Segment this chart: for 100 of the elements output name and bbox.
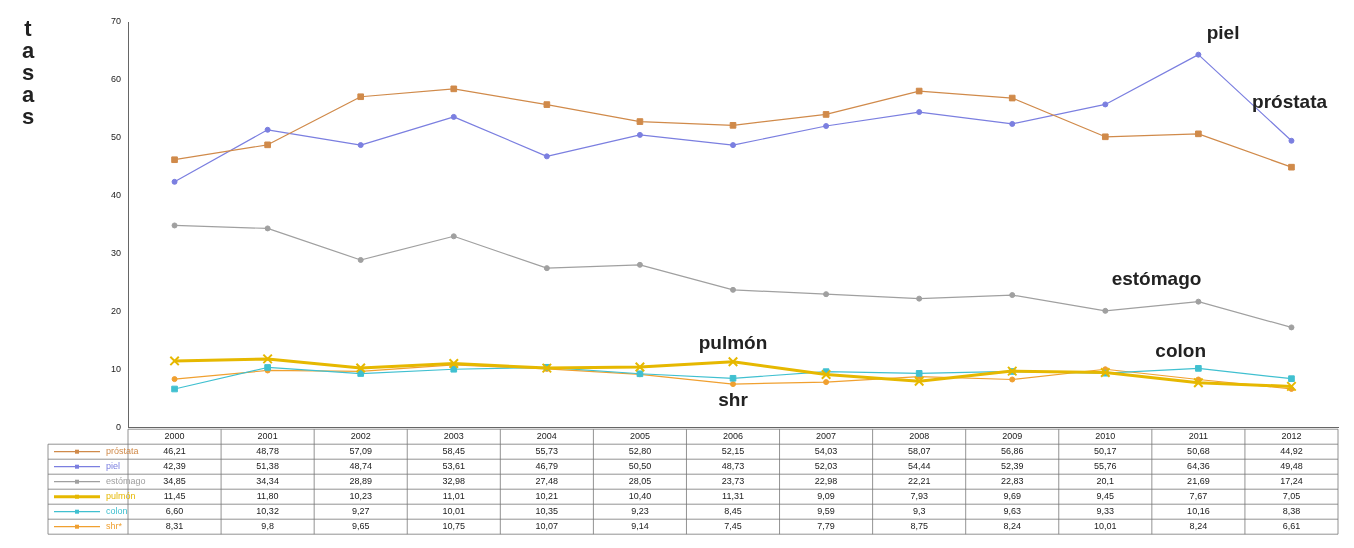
data-label: 9,69 bbox=[1003, 491, 1021, 502]
data-label: 7,05 bbox=[1282, 491, 1301, 502]
y-tick-label: 70 bbox=[111, 16, 122, 27]
data-label: 50,68 bbox=[1187, 446, 1210, 457]
data-label: 50,17 bbox=[1094, 446, 1117, 457]
data-label: 9,09 bbox=[817, 491, 835, 502]
x-tick-label: 2000 bbox=[164, 431, 185, 442]
annotation: pulmón bbox=[698, 332, 768, 354]
data-label: 9,45 bbox=[1096, 491, 1115, 502]
data-label: 22,98 bbox=[814, 476, 838, 487]
text: pulmón bbox=[106, 491, 136, 502]
data-label: 11,80 bbox=[256, 491, 279, 502]
data-label: 10,16 bbox=[1187, 506, 1210, 517]
data-label: 9,8 bbox=[261, 521, 274, 532]
data-label: 52,80 bbox=[628, 446, 652, 457]
data-label: 53,61 bbox=[442, 461, 466, 472]
x-tick-label: 2012 bbox=[1281, 431, 1302, 442]
x-tick-label: 2011 bbox=[1188, 431, 1209, 442]
x-tick-label: 2003 bbox=[443, 431, 464, 442]
data-label: 22,21 bbox=[907, 476, 931, 487]
data-label: 9,63 bbox=[1003, 506, 1021, 517]
data-label: 52,03 bbox=[814, 461, 838, 472]
annotation: colon bbox=[1155, 340, 1207, 362]
data-label: 8,24 bbox=[1189, 521, 1208, 532]
data-label: 42,39 bbox=[163, 461, 186, 472]
data-label: 7,93 bbox=[910, 491, 928, 502]
data-label: 28,05 bbox=[628, 476, 652, 487]
data-label: 57,09 bbox=[349, 446, 372, 457]
data-label: 20,1 bbox=[1096, 476, 1115, 487]
data-label: 8,24 bbox=[1003, 521, 1021, 532]
data-label: 9,59 bbox=[817, 506, 835, 517]
data-label: 48,73 bbox=[721, 461, 745, 472]
x-tick-label: 2001 bbox=[257, 431, 278, 442]
data-label: 55,76 bbox=[1094, 461, 1117, 472]
y-axis-title: tasas bbox=[21, 16, 35, 130]
data-label: 10,23 bbox=[349, 491, 372, 502]
data-label: 52,39 bbox=[1000, 461, 1024, 472]
data-label: 8,38 bbox=[1282, 506, 1301, 517]
data-label: 23,73 bbox=[721, 476, 745, 487]
text: próstata bbox=[106, 446, 139, 457]
y-tick-label: 40 bbox=[111, 190, 122, 201]
data-label: 48,78 bbox=[256, 446, 279, 457]
y-tick-label: 0 bbox=[116, 421, 122, 432]
data-label: 7,79 bbox=[817, 521, 835, 532]
data-label: 11,01 bbox=[442, 491, 465, 502]
y-tick-label: 20 bbox=[111, 305, 122, 316]
annotation: shr bbox=[718, 389, 749, 411]
data-label: 10,01 bbox=[1094, 521, 1117, 532]
data-label: 6,60 bbox=[165, 506, 184, 517]
data-label: 44,92 bbox=[1280, 446, 1303, 457]
data-label: 9,27 bbox=[351, 506, 370, 517]
data-label: 7,45 bbox=[724, 521, 742, 532]
data-label: 9,23 bbox=[631, 506, 649, 517]
data-label: 9,3 bbox=[912, 506, 926, 517]
data-label: 52,15 bbox=[721, 446, 745, 457]
data-label: 32,98 bbox=[442, 476, 466, 487]
y-tick-label: 10 bbox=[111, 363, 122, 374]
data-label: 8,45 bbox=[724, 506, 742, 517]
y-tick-label: 30 bbox=[111, 248, 122, 259]
data-label: 58,45 bbox=[442, 446, 466, 457]
annotation: próstata bbox=[1252, 91, 1328, 113]
x-tick-label: 2008 bbox=[909, 431, 930, 442]
data-label: 54,44 bbox=[907, 461, 931, 472]
data-label: 28,89 bbox=[349, 476, 372, 487]
data-label: 10,35 bbox=[535, 506, 559, 517]
data-label: 8,31 bbox=[165, 521, 184, 532]
data-label: 10,21 bbox=[535, 491, 559, 502]
data-label: 10,40 bbox=[628, 491, 652, 502]
x-tick-label: 2007 bbox=[816, 431, 837, 442]
data-label: 11,45 bbox=[163, 491, 186, 502]
data-label: 10,01 bbox=[442, 506, 466, 517]
annotation: estómago bbox=[1111, 267, 1202, 289]
y-tick-label: 50 bbox=[111, 132, 122, 143]
data-label: 64,36 bbox=[1187, 461, 1210, 472]
x-tick-label: 2004 bbox=[536, 431, 557, 442]
text: colon bbox=[106, 506, 128, 517]
data-label: 54,03 bbox=[814, 446, 838, 457]
x-tick-label: 2002 bbox=[350, 431, 371, 442]
text: shr* bbox=[106, 521, 123, 532]
x-tick-label: 2005 bbox=[629, 431, 650, 442]
data-label: 51,38 bbox=[256, 461, 279, 472]
data-label: 55,73 bbox=[535, 446, 559, 457]
data-label: 34,85 bbox=[163, 476, 186, 487]
data-label: 48,74 bbox=[349, 461, 372, 472]
data-label: 49,48 bbox=[1280, 461, 1303, 472]
data-label: 22,83 bbox=[1000, 476, 1024, 487]
x-tick-label: 2010 bbox=[1095, 431, 1116, 442]
data-label: 7,67 bbox=[1189, 491, 1208, 502]
data-label: 58,07 bbox=[907, 446, 931, 457]
data-label: 34,34 bbox=[256, 476, 279, 487]
data-label: 10,75 bbox=[442, 521, 466, 532]
data-label: 8,75 bbox=[910, 521, 928, 532]
data-label: 11,31 bbox=[722, 491, 744, 502]
data-label: 9,14 bbox=[631, 521, 649, 532]
data-label: 21,69 bbox=[1187, 476, 1210, 487]
data-label: 27,48 bbox=[535, 476, 559, 487]
x-tick-label: 2009 bbox=[1002, 431, 1023, 442]
data-label: 50,50 bbox=[628, 461, 652, 472]
data-label: 6,61 bbox=[1282, 521, 1301, 532]
data-label: 46,79 bbox=[535, 461, 559, 472]
